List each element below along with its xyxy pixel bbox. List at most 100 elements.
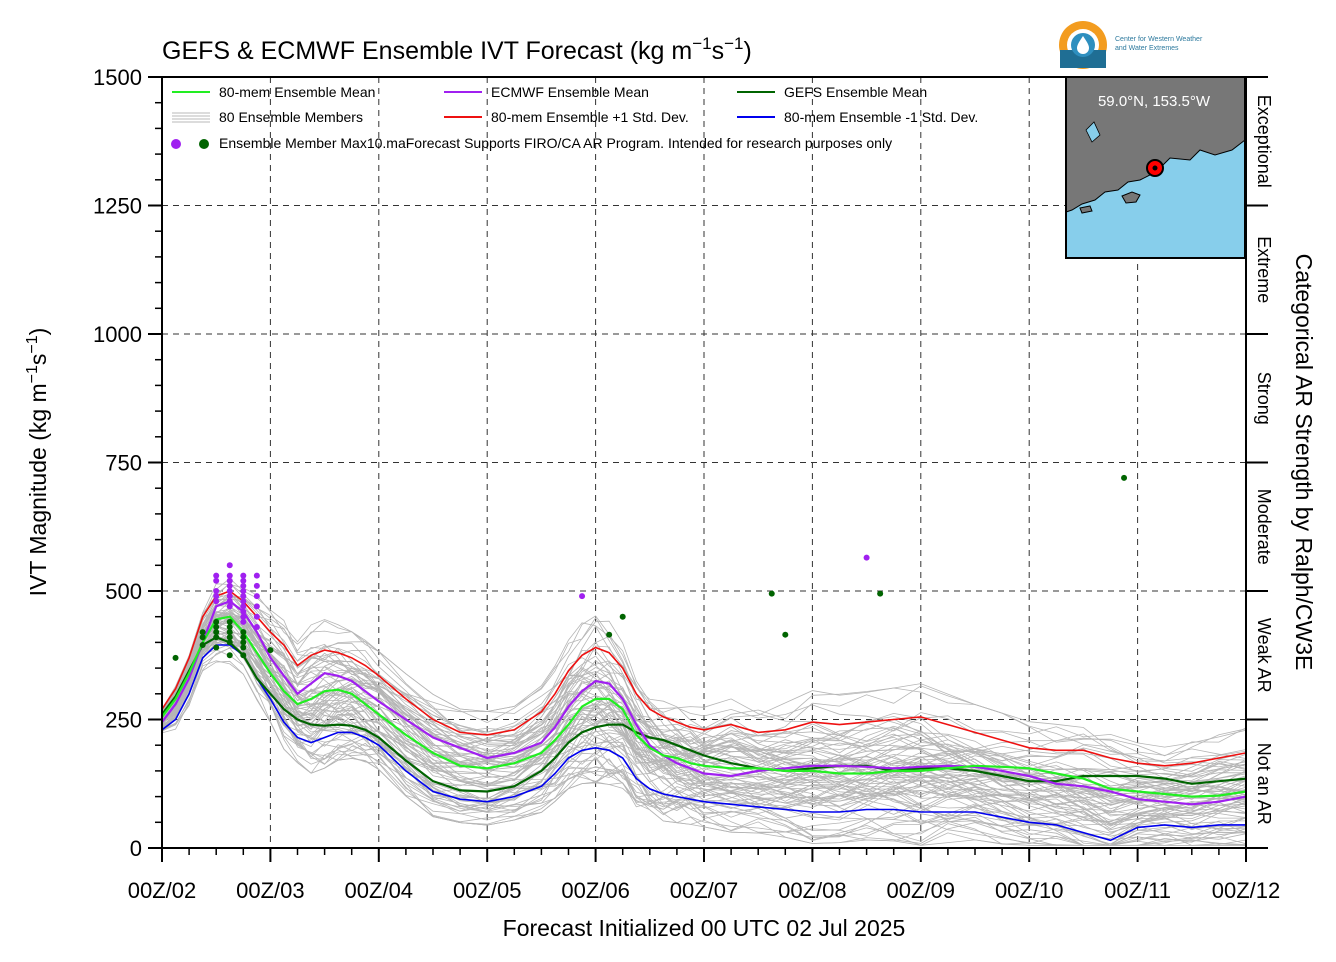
max-point-ecmwf (213, 593, 220, 600)
max-point-gefs (226, 629, 233, 636)
legend: 80-mem Ensemble Mean 80 Ensemble Members… (171, 84, 978, 151)
location-map: 59.0°N, 153.5°W (1065, 76, 1246, 259)
ensemble-member-line (161, 629, 1247, 799)
max-point-ecmwf (253, 582, 260, 589)
y-tick-label: 250 (105, 708, 142, 733)
max-point-ecmwf (253, 603, 260, 610)
max-point-ecmwf (213, 598, 220, 605)
category-label: Strong (1254, 372, 1274, 425)
max-points (172, 474, 1128, 661)
max-point-gefs (240, 639, 247, 646)
max-point-gefs (226, 623, 233, 630)
series-line-3 (161, 590, 1247, 767)
legend-label-minus: 80-mem Ensemble -1 Std. Dev. (784, 109, 978, 125)
legend-swatch-max-ecmwf (171, 139, 181, 149)
ensemble-member-line (161, 625, 1247, 842)
max-point-gefs (240, 652, 247, 659)
x-tick-label: 00Z/06 (561, 878, 630, 903)
max-point-ecmwf (240, 613, 247, 620)
x-tick-label: 00Z/11 (1104, 878, 1171, 903)
max-point-gefs (226, 618, 233, 625)
ensemble-member-line (161, 634, 1247, 821)
legend-label-ecmwf: ECMWF Ensemble Mean (491, 84, 649, 100)
legend-label-members: 80 Ensemble Members (219, 109, 363, 125)
ensemble-member-line (161, 591, 1247, 778)
y-axis-label: IVT Magnitude (kg m−1s−1) (24, 328, 51, 597)
y-tick-label: 0 (130, 836, 142, 861)
max-point-gefs (226, 639, 233, 646)
map-coast-inlet (1085, 121, 1101, 143)
ensemble-member-line (161, 618, 1247, 815)
max-point-ecmwf (226, 572, 233, 579)
ar-categories: Not an AR Weak AR Moderate Strong Extreme Exc… (1245, 76, 1274, 849)
ensemble-member-line (161, 593, 1247, 760)
max-point-gefs (240, 629, 247, 636)
max-point-ecmwf (226, 588, 233, 594)
map-island-kodiak (1121, 191, 1141, 204)
max-point-gefs (240, 634, 247, 641)
x-tick-label: 00Z/02 (128, 878, 197, 903)
grid-lines (162, 77, 1246, 848)
x-tick-label: 00Z/03 (236, 878, 305, 903)
x-tick-label: 00Z/08 (778, 878, 847, 903)
y-tick-label: 1500 (93, 65, 142, 90)
max-point-ecmwf (240, 582, 247, 589)
logo-waves (1060, 50, 1106, 68)
category-label: Weak AR (1254, 618, 1274, 693)
max-point-gefs (199, 634, 206, 641)
max-point-gefs (226, 652, 233, 659)
max-point-ecmwf (240, 608, 247, 615)
logo-text-line2: and Water Extremes (1115, 45, 1179, 52)
max-point-gefs (877, 590, 884, 597)
legend-label-gefs: GEFS Ensemble Mean (784, 84, 927, 100)
chart-title: GEFS & ECMWF Ensemble IVT Forecast (kg m… (162, 34, 752, 65)
max-point-ecmwf (253, 593, 260, 600)
max-point-gefs (213, 618, 220, 625)
max-point-gefs (240, 644, 247, 651)
legend-label-max: Ensemble Member Max10.maForecast Support… (219, 135, 892, 151)
max-point-gefs (1121, 474, 1128, 481)
max-point-gefs (199, 629, 206, 636)
max-point-ecmwf (240, 593, 247, 600)
max-point-ecmwf (240, 577, 247, 584)
max-point-gefs (172, 654, 179, 661)
ensemble-member-line (161, 611, 1246, 825)
ensemble-member-line (161, 637, 1247, 846)
max-point-gefs (619, 613, 626, 620)
series-lines (161, 590, 1247, 842)
right-axis-label: Categorical AR Strength by Ralph/CW3E (1291, 254, 1317, 671)
cw3e-logo: Center for Western Weather and Water Ext… (1059, 21, 1203, 69)
max-point-ecmwf (240, 572, 247, 579)
max-point-ecmwf (226, 598, 233, 605)
max-point-gefs (213, 623, 220, 630)
max-point-ecmwf (253, 572, 260, 579)
max-point-gefs (782, 631, 789, 638)
logo-text-line1: Center for Western Weather (1115, 36, 1203, 43)
map-frame (1065, 76, 1246, 259)
series-line-1 (161, 600, 1247, 806)
max-point-ecmwf (226, 562, 233, 569)
max-point-ecmwf (579, 593, 586, 600)
max-point-ecmwf (240, 588, 247, 594)
max-point-ecmwf (226, 582, 233, 589)
legend-label-plus: 80-mem Ensemble +1 Std. Dev. (491, 109, 689, 125)
max-point-ecmwf (226, 603, 233, 610)
ensemble-member-line (161, 630, 1247, 846)
legend-swatch-max-gefs (199, 139, 209, 149)
category-label: Exceptional (1254, 95, 1274, 188)
max-point-ecmwf (240, 618, 247, 625)
legend-label-mean80: 80-mem Ensemble Mean (219, 84, 375, 100)
x-tick-label: 00Z/07 (670, 878, 739, 903)
map-island-small (1079, 205, 1093, 214)
max-point-ecmwf (213, 588, 220, 594)
ensemble-member-line (161, 611, 1247, 806)
category-label: Not an AR (1254, 743, 1274, 825)
x-tick-label: 00Z/04 (345, 878, 414, 903)
series-line-4 (161, 644, 1246, 842)
ensemble-member-line (161, 616, 1247, 786)
x-tick-label: 00Z/12 (1212, 878, 1281, 903)
max-point-gefs (199, 641, 206, 648)
max-point-ecmwf (226, 593, 233, 600)
x-tick-label: 00Z/10 (995, 878, 1064, 903)
max-point-ecmwf (213, 572, 220, 579)
